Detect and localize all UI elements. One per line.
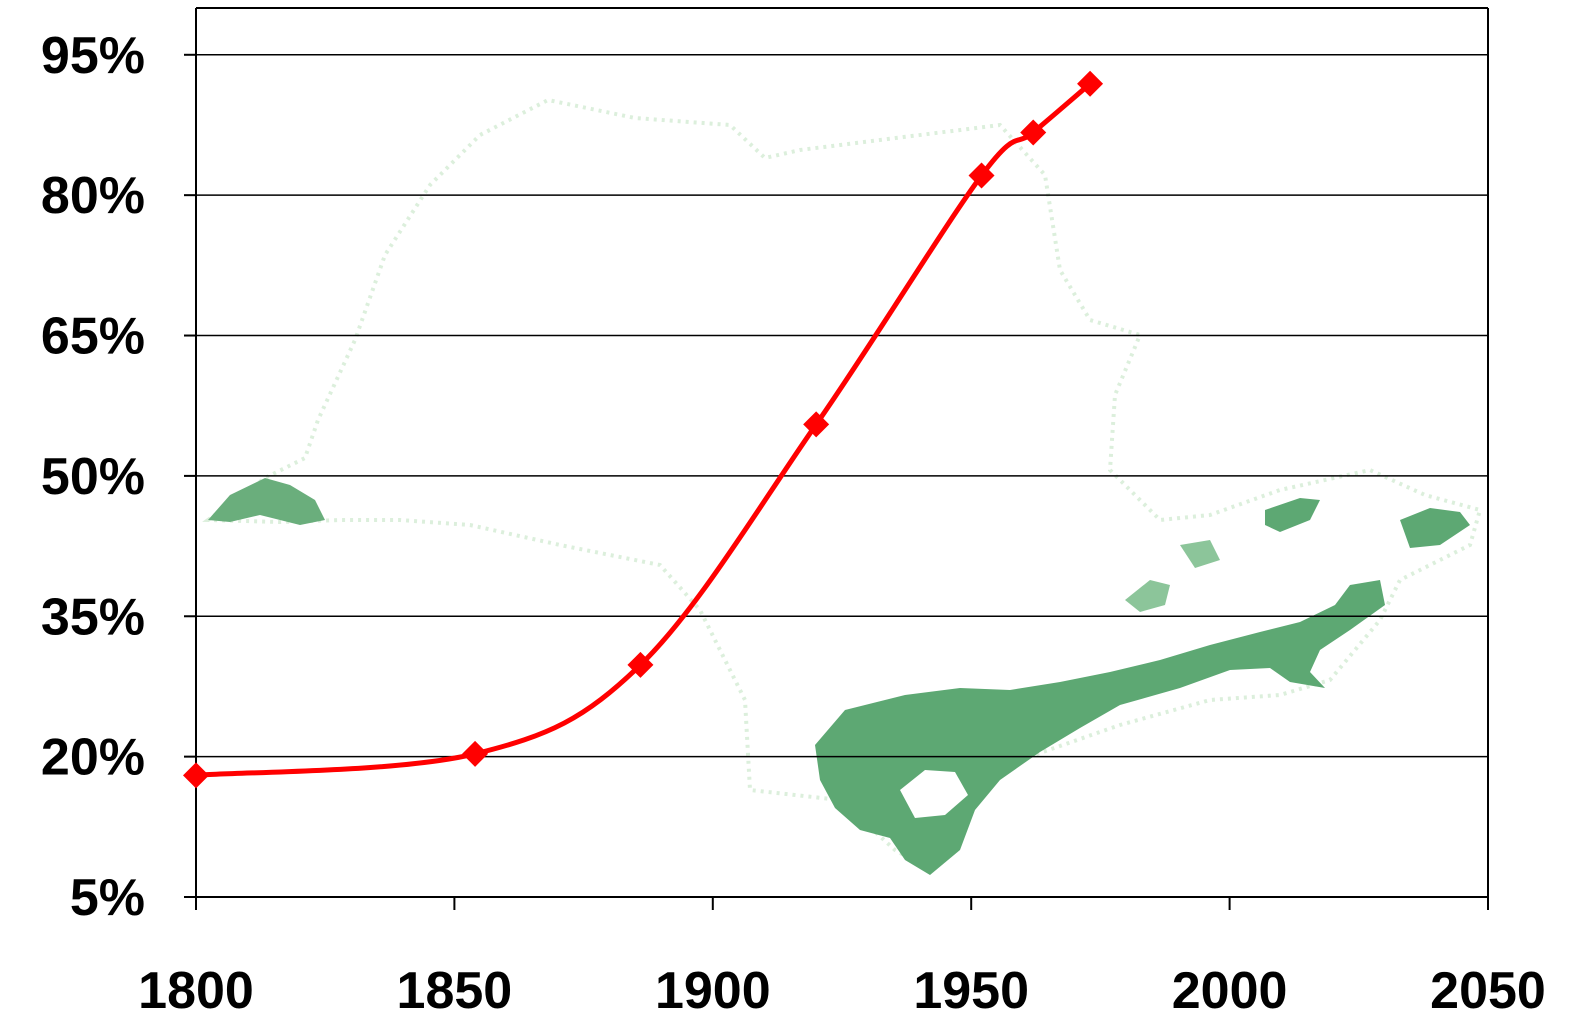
y-tick-label: 65% (41, 308, 145, 366)
forest-patch-coast (815, 580, 1385, 875)
forest-patch-east-3 (1180, 540, 1220, 568)
data-point-marker (803, 411, 830, 438)
data-point-marker (462, 740, 489, 767)
x-tick-label: 1800 (138, 962, 254, 1020)
y-tick-label: 80% (41, 167, 145, 225)
axes (195, 7, 1489, 898)
forest-patch-mid (1125, 580, 1170, 612)
x-tick-label: 1950 (913, 962, 1029, 1020)
forest-patch-east-2 (1400, 508, 1470, 548)
data-point-marker (1077, 70, 1104, 97)
y-tick-label: 20% (41, 729, 145, 787)
y-ticks: 5% 20% 35% 50% 65% 80% 95% (41, 27, 196, 927)
x-tick-label: 2000 (1172, 962, 1288, 1020)
x-tick-label: 2050 (1430, 962, 1546, 1020)
y-tick-label: 50% (41, 448, 145, 506)
x-tick-label: 1850 (397, 962, 513, 1020)
series (183, 70, 1104, 789)
forest-patch-west (208, 478, 325, 525)
forest-hole (900, 770, 968, 818)
data-point-marker (627, 651, 654, 678)
background-map (202, 97, 1483, 875)
y-tick-label: 95% (41, 27, 145, 85)
forest-patch-east-1 (1265, 498, 1320, 532)
y-tick-label: 5% (70, 869, 145, 927)
data-point-marker (1020, 119, 1047, 146)
data-point-marker (183, 762, 209, 789)
data-point-marker (968, 162, 995, 189)
x-tick-label: 1900 (655, 962, 771, 1020)
series-line (195, 81, 1092, 778)
y-tick-label: 35% (41, 588, 145, 646)
x-ticks: 1800 1850 1900 1950 2000 2050 (138, 897, 1546, 1020)
gridlines (196, 54, 1488, 758)
